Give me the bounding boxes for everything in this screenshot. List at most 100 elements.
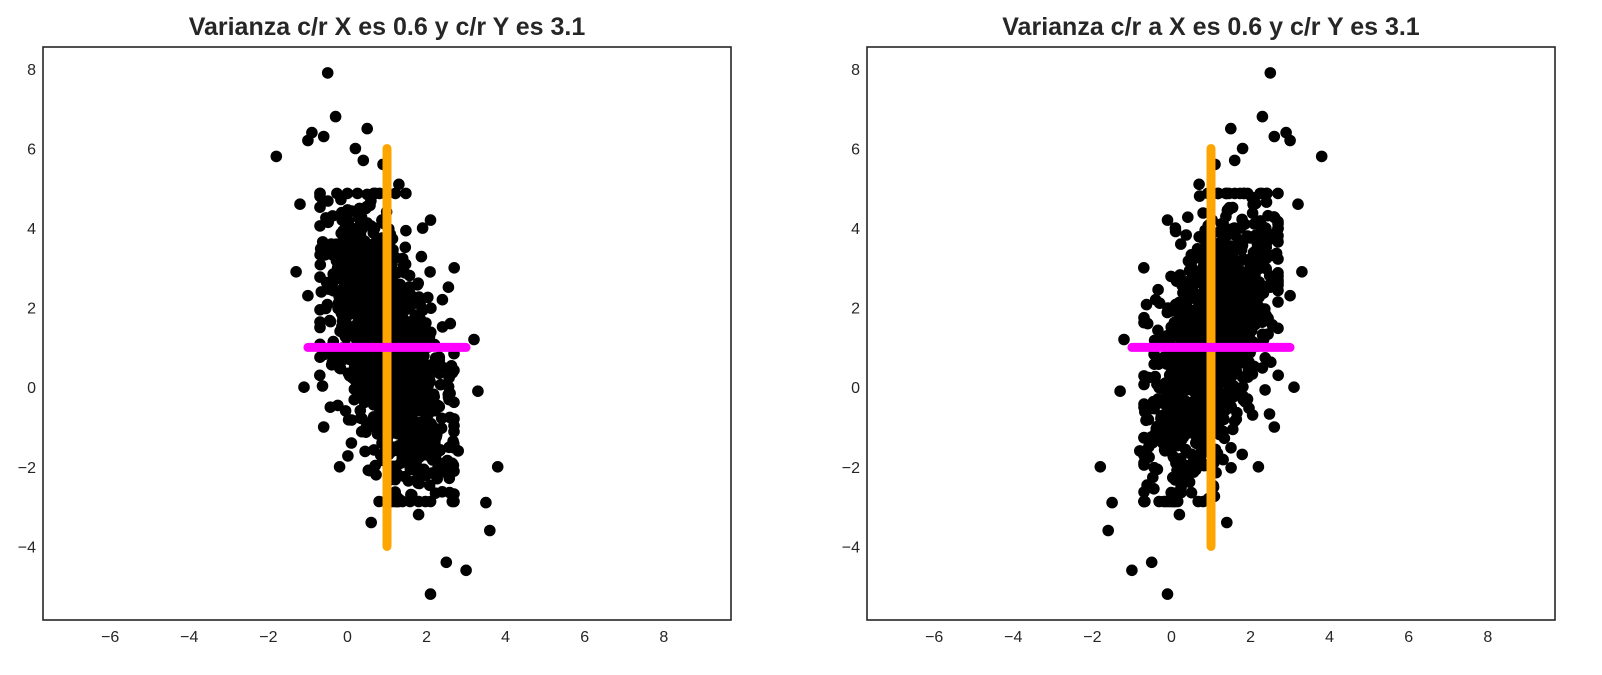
scatter-point xyxy=(1234,357,1246,370)
scatter-point xyxy=(356,412,368,425)
scatter-point xyxy=(1235,239,1248,252)
x-tick-label: 0 xyxy=(343,629,352,646)
right-scatter-panel: Varianza c/r a X es 0.6 y c/r Y es 3.1 −… xyxy=(842,13,1556,646)
scatter-point xyxy=(1151,463,1164,476)
scatter-point xyxy=(1257,287,1270,300)
scatter-point xyxy=(330,254,343,267)
y-tick-label: 2 xyxy=(27,301,36,318)
scatter-point xyxy=(440,556,453,569)
scatter-point xyxy=(1268,130,1281,143)
scatter-point xyxy=(1161,214,1174,226)
scatter-point xyxy=(429,352,442,364)
scatter-point xyxy=(1181,416,1194,429)
scatter-point xyxy=(339,288,351,301)
scatter-point xyxy=(320,302,332,315)
scatter-point xyxy=(1240,266,1252,279)
scatter-point xyxy=(1162,495,1175,508)
scatter-point xyxy=(1174,453,1186,465)
plot-area xyxy=(1094,67,1328,600)
scatter-point xyxy=(351,285,364,298)
scatter-point xyxy=(403,281,416,293)
scatter-point xyxy=(442,281,455,294)
scatter-point xyxy=(1245,324,1258,337)
scatter-point xyxy=(302,289,314,302)
scatter-point xyxy=(1220,307,1233,320)
scatter-point xyxy=(1169,222,1182,234)
y-tick-label: 6 xyxy=(851,141,860,158)
scatter-point xyxy=(370,380,383,393)
scatter-point xyxy=(352,312,365,325)
scatter-point xyxy=(337,225,349,237)
scatter-point xyxy=(1217,425,1230,438)
scatter-point xyxy=(400,224,412,237)
scatter-point xyxy=(353,253,365,265)
scatter-point xyxy=(1158,395,1171,408)
scatter-point xyxy=(389,187,402,200)
scatter-point xyxy=(400,447,413,460)
scatter-point xyxy=(1178,474,1191,487)
y-tick-label: 2 xyxy=(851,301,860,318)
scatter-point xyxy=(1152,283,1164,296)
scatter-point xyxy=(404,363,417,376)
scatter-point xyxy=(413,434,426,446)
scatter-point xyxy=(433,400,446,413)
scatter-point xyxy=(1102,524,1114,537)
scatter-point xyxy=(443,486,456,499)
plot-area xyxy=(270,67,504,600)
scatter-point xyxy=(1173,508,1186,521)
scatter-point xyxy=(425,326,437,339)
y-tick-label: 0 xyxy=(27,380,36,397)
scatter-point xyxy=(410,309,423,321)
scatter-point xyxy=(1106,496,1118,509)
x-tick-label: 2 xyxy=(1246,629,1255,646)
scatter-point xyxy=(1192,495,1204,508)
scatter-point xyxy=(364,464,376,477)
scatter-point xyxy=(394,428,406,441)
scatter-point xyxy=(1249,229,1262,242)
scatter-point xyxy=(1228,154,1241,167)
scatter-point xyxy=(391,266,404,279)
scatter-point xyxy=(1230,413,1243,425)
scatter-point xyxy=(405,391,418,404)
scatter-point xyxy=(1253,276,1265,288)
scatter-point xyxy=(399,241,412,254)
scatter-point xyxy=(424,588,437,600)
x-tick-label: −2 xyxy=(259,629,277,646)
scatter-point xyxy=(1094,461,1107,473)
scatter-point xyxy=(460,564,472,577)
scatter-point xyxy=(423,479,436,492)
scatter-point xyxy=(1220,287,1232,300)
scatter-point xyxy=(357,154,370,167)
scatter-point xyxy=(1224,319,1236,332)
scatter-point xyxy=(429,487,442,500)
y-tick-label: −4 xyxy=(842,539,860,556)
scatter-point xyxy=(1266,228,1278,241)
scatter-point xyxy=(1161,588,1174,600)
scatter-point xyxy=(364,199,376,212)
scatter-point xyxy=(1218,349,1230,362)
scatter-point xyxy=(412,508,425,521)
scatter-point xyxy=(421,367,434,380)
scatter-point xyxy=(1148,483,1160,495)
scatter-point xyxy=(399,470,411,483)
scatter-point xyxy=(342,450,354,462)
scatter-point xyxy=(366,293,378,306)
y-tick-label: −4 xyxy=(18,539,36,556)
scatter-point xyxy=(350,334,363,346)
scatter-point xyxy=(1272,187,1284,200)
scatter-point xyxy=(442,391,455,404)
outlier-points xyxy=(270,67,504,600)
chart-title: Varianza c/r a X es 0.6 y c/r Y es 3.1 xyxy=(1002,13,1420,41)
scatter-point xyxy=(1184,361,1196,374)
scatter-point xyxy=(314,187,326,200)
scatter-point xyxy=(412,277,425,290)
scatter-point xyxy=(1284,289,1296,302)
scatter-point xyxy=(345,437,358,449)
scatter-point xyxy=(1180,229,1192,241)
scatter-point xyxy=(1225,400,1237,413)
scatter-point xyxy=(393,413,406,425)
scatter-point xyxy=(1175,238,1187,250)
scatter-point xyxy=(1138,398,1150,410)
scatter-point xyxy=(290,266,302,278)
scatter-point xyxy=(315,248,327,261)
